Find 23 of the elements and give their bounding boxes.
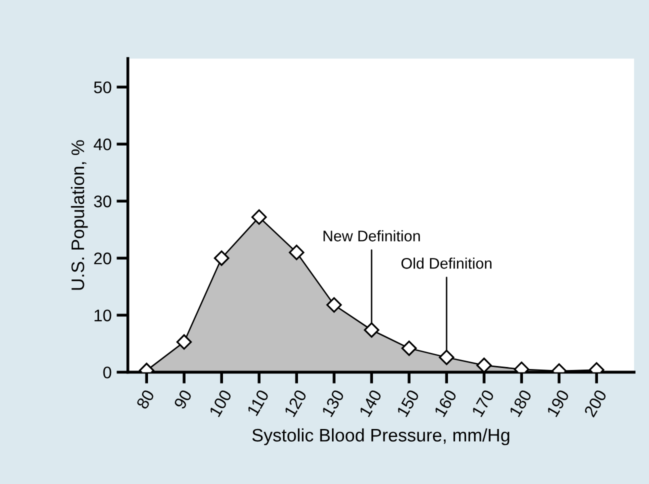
y-tick-label: 30 [94,196,112,208]
x-tick-label: 140 [358,388,382,418]
x-tick-label: 120 [284,388,308,418]
x-tick-label: 100 [208,388,232,418]
y-tick-label: 40 [94,138,112,150]
y-tick-label: 20 [94,252,112,264]
x-tick-label: 90 [174,388,192,410]
x-tick-label: 180 [508,388,532,418]
y-tick-label: 50 [94,81,112,94]
x-tick-label: 110 [246,388,270,416]
x-tick-label: 200 [584,388,608,418]
x-tick-label: 150 [396,388,420,418]
y-axis-title: U.S. Population, % [70,140,88,290]
annotation: Old Definition [401,258,492,269]
x-tick-label: 160 [434,388,458,418]
x-tick-label: 130 [321,388,345,418]
x-axis-title: Systolic Blood Pressure, mm/Hg [252,428,510,446]
x-tick-label: 170 [471,388,495,418]
x-tick-label: 80 [136,388,155,410]
y-tick-label: 0 [103,366,112,378]
y-tick-label: 10 [94,310,112,322]
annotation: New Definition [324,230,420,242]
x-tick-label: 190 [546,388,570,418]
